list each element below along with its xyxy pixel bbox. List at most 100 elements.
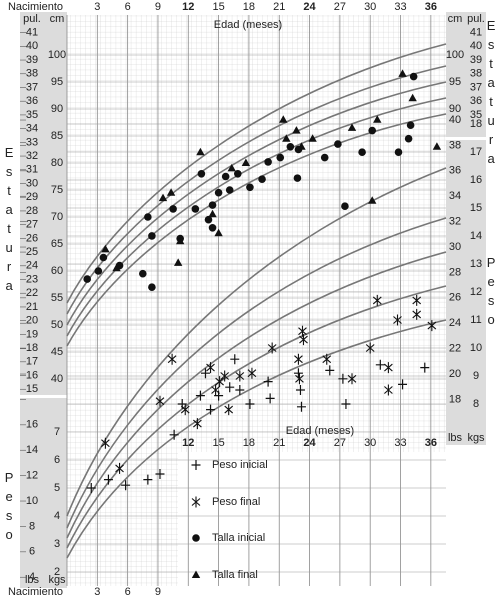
x-tick-label: Nacimiento	[8, 1, 63, 13]
y2-tick-label: 19	[26, 328, 38, 340]
point	[215, 376, 224, 388]
y2-tick-label: 32	[26, 150, 38, 162]
y2-tick-label: 40	[26, 40, 38, 52]
point	[295, 373, 304, 385]
point	[394, 148, 403, 156]
y-tick-label: 6	[54, 454, 60, 466]
y-tick-label: 13	[470, 258, 482, 270]
x-tick-label: 30	[364, 437, 376, 449]
point	[204, 215, 213, 224]
y2-tick-label: 10	[26, 495, 38, 507]
y-tick-label: 18	[470, 118, 482, 130]
x-tick-label: 15	[212, 437, 224, 449]
point	[221, 172, 230, 181]
x-tick-label: 27	[334, 1, 346, 13]
x-tick-label: 18	[243, 1, 255, 13]
legend-entry: Peso inicial	[191, 459, 268, 471]
point	[196, 147, 205, 156]
point	[101, 437, 110, 449]
y2-tick-label: 30	[26, 177, 38, 189]
point	[375, 359, 385, 370]
x-tick-label: 21	[273, 437, 285, 449]
y-tick-label: 95	[51, 76, 63, 88]
y2-tick-label: 29	[26, 191, 38, 203]
y2-tick-label: 22	[449, 343, 461, 355]
point	[101, 244, 110, 253]
y-tick-label: 4	[54, 510, 60, 522]
y-tick-label: 17	[470, 146, 482, 158]
point	[206, 404, 216, 415]
y-tick-label: 50	[51, 319, 63, 331]
point	[208, 224, 217, 232]
y-tick-label: 11	[470, 314, 481, 326]
point	[308, 134, 317, 142]
y2-tick-label: 17	[26, 356, 38, 368]
y-axis-label: Peso	[484, 255, 499, 331]
point	[155, 469, 165, 479]
y2-tick-label: 26	[26, 232, 38, 244]
point	[158, 193, 168, 202]
y2-tick-label: 25	[26, 246, 38, 258]
point	[325, 365, 335, 376]
point	[225, 382, 235, 393]
y-tick-label: 85	[51, 130, 63, 142]
x-tick-label: 21	[273, 1, 285, 13]
point	[279, 115, 288, 123]
point	[295, 385, 305, 395]
y-unit: kgs	[467, 432, 485, 444]
point	[246, 183, 254, 192]
point	[144, 213, 152, 221]
point	[265, 393, 275, 404]
x-tick-label: 6	[125, 586, 131, 598]
x-axis-label: Edad (meses)	[214, 19, 282, 31]
y-tick-label: 7	[54, 426, 60, 438]
point	[347, 123, 357, 131]
y-tick-label: 65	[51, 238, 63, 250]
point	[155, 395, 165, 407]
y2-unit: pul.	[467, 13, 485, 25]
y-tick-label: 5	[54, 482, 60, 494]
y-tick-label: 10	[470, 342, 482, 354]
point	[282, 134, 291, 142]
x-tick-label: 15	[212, 1, 224, 13]
y2-tick-label: 16	[26, 419, 38, 431]
y-tick-label: 100	[48, 49, 66, 61]
weight-curve	[66, 167, 447, 517]
point	[121, 480, 131, 491]
point	[83, 275, 92, 283]
y2-tick-label: 21	[26, 301, 38, 313]
y2-tick-label: 24	[449, 317, 461, 329]
x-tick-label: Nacimiento	[8, 586, 63, 598]
legend-marker	[191, 460, 201, 470]
point	[208, 209, 217, 218]
y2-tick-label: 32	[449, 216, 461, 228]
point	[420, 362, 430, 373]
background	[20, 12, 486, 588]
point	[334, 140, 342, 148]
point	[406, 121, 415, 129]
y-tick-label: 12	[470, 286, 482, 298]
point	[235, 370, 245, 382]
point	[180, 404, 190, 416]
y2-tick-label: 34	[449, 190, 461, 202]
y2-tick-label: 41	[470, 27, 482, 39]
y-tick-label: 9	[473, 370, 479, 382]
y2-unit: lbs	[25, 574, 40, 586]
y2-tick-label: 40	[470, 40, 482, 52]
y-unit: kgs	[48, 574, 66, 586]
point	[368, 196, 377, 204]
y2-tick-label: 20	[449, 368, 461, 380]
y2-unit: pul.	[23, 13, 41, 25]
point	[412, 308, 422, 320]
point	[220, 370, 230, 382]
x-tick-label: 3	[94, 1, 100, 13]
point	[322, 353, 332, 365]
point	[372, 294, 382, 306]
y2-tick-label: 36	[470, 95, 482, 107]
y-tick-label: 55	[51, 292, 63, 304]
point	[139, 269, 147, 278]
y2-tick-label: 23	[26, 273, 38, 285]
point	[298, 325, 307, 337]
point	[214, 228, 223, 237]
